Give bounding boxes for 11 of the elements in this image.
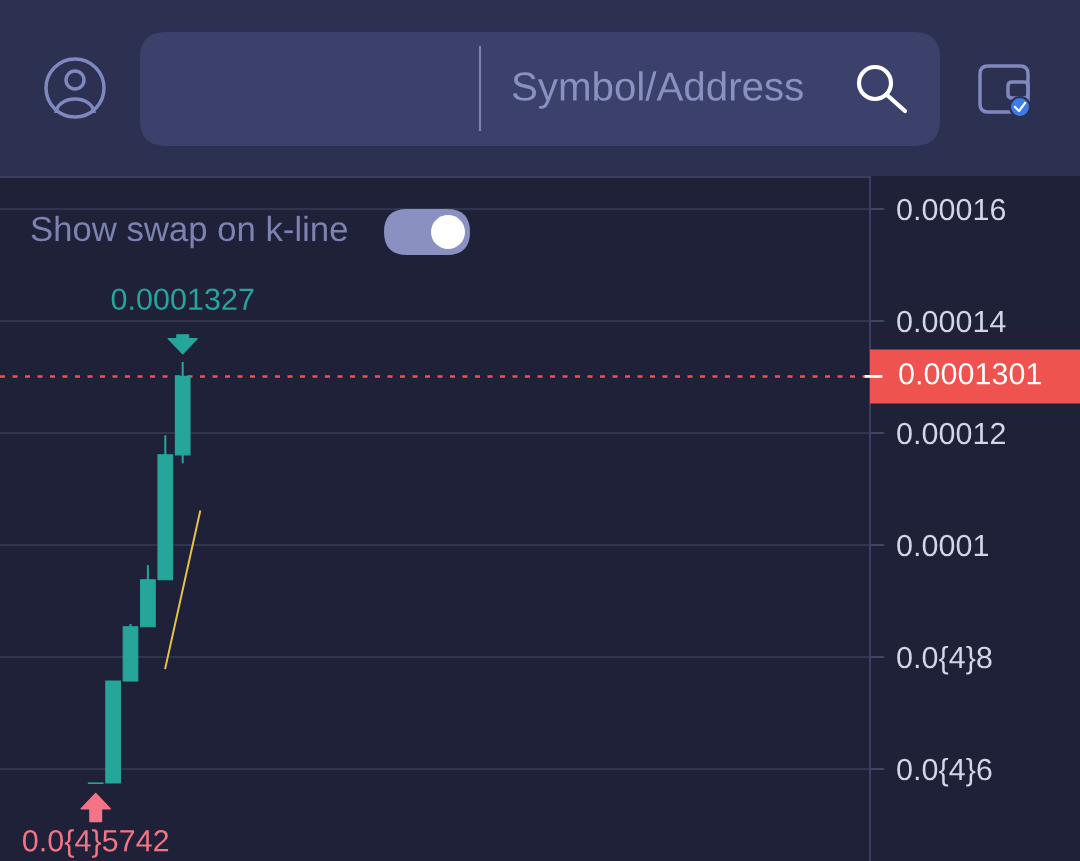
annotation: 0.0{4}5742 [22,829,169,858]
y-tick-label: 0.0001 [897,534,988,557]
text: Symbol/Address [512,71,803,109]
y-tick-label: 0.0{4}6 [897,757,992,787]
y-tick-label: 0.0{4}8 [897,645,992,675]
annotation: 0.0001327 [111,288,254,311]
y-tick-label: 0.00014 [897,310,1006,333]
annotation: Show swap on k-line [31,215,347,249]
ref-line-label: 0.0001301 [899,362,1041,385]
y-tick-label: 0.00012 [897,422,1005,445]
y-tick-label: 0.00016 [897,198,1006,221]
